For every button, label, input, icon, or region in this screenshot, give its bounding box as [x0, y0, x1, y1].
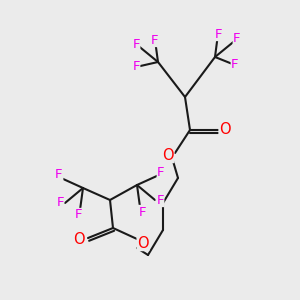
Text: F: F — [132, 61, 140, 74]
Text: F: F — [151, 34, 159, 46]
Text: O: O — [137, 236, 149, 250]
Text: F: F — [132, 38, 140, 50]
Text: F: F — [156, 194, 164, 206]
Text: O: O — [73, 232, 85, 247]
Text: F: F — [55, 169, 63, 182]
Text: F: F — [138, 206, 146, 218]
Text: O: O — [219, 122, 231, 137]
Text: F: F — [56, 196, 64, 209]
Text: O: O — [162, 148, 174, 163]
Text: F: F — [233, 32, 241, 46]
Text: F: F — [231, 58, 239, 71]
Text: F: F — [157, 166, 165, 178]
Text: F: F — [74, 208, 82, 221]
Text: F: F — [214, 28, 222, 40]
